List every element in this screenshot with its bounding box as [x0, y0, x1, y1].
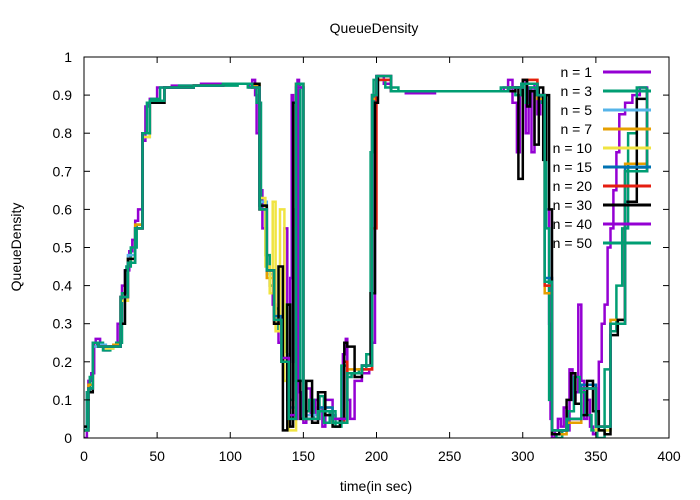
chart-title: QueueDensity: [330, 20, 419, 36]
y-tick-label: 0.5: [53, 240, 73, 256]
y-axis-label: QueueDensity: [8, 203, 24, 292]
x-tick-label: 400: [657, 448, 681, 464]
legend-label-n-20: n = 20: [553, 178, 593, 194]
x-tick-label: 50: [149, 448, 165, 464]
series-line-n-50: [84, 74, 649, 432]
legend-label-n-40: n = 40: [553, 216, 593, 232]
y-tick-label: 0.6: [53, 201, 73, 217]
legend-label-n-1: n = 1: [560, 64, 592, 80]
y-tick-label: 0.7: [53, 163, 73, 179]
y-tick-label: 0.2: [53, 354, 73, 370]
x-axis-label: time(in sec): [340, 478, 412, 494]
x-tick-label: 300: [511, 448, 535, 464]
y-tick-label: 0.1: [53, 392, 73, 408]
legend-label-n-50: n = 50: [553, 235, 593, 251]
x-tick-label: 0: [80, 448, 88, 464]
legend-label-n-5: n = 5: [560, 102, 592, 118]
y-tick-label: 0: [64, 430, 72, 446]
y-tick-label: 0.9: [53, 87, 73, 103]
x-tick-label: 100: [219, 448, 243, 464]
legend-label-n-3: n = 3: [560, 83, 592, 99]
legend-label-n-15: n = 15: [553, 159, 593, 175]
legend-label-n-7: n = 7: [560, 121, 592, 137]
legend-label-n-30: n = 30: [553, 197, 593, 213]
x-tick-label: 250: [438, 448, 462, 464]
legend-label-n-10: n = 10: [553, 140, 593, 156]
y-tick-label: 0.3: [53, 316, 73, 332]
legend: n = 1 n = 3 n = 5 n = 7 n = 10 n = 15 n = 20 n …: [553, 64, 651, 251]
x-tick-label: 150: [292, 448, 316, 464]
y-tick-label: 0.8: [53, 125, 73, 141]
y-tick-label: 0.4: [53, 278, 73, 294]
x-tick-label: 350: [584, 448, 608, 464]
y-tick-label: 1: [64, 49, 72, 65]
x-tick-label: 200: [365, 448, 389, 464]
